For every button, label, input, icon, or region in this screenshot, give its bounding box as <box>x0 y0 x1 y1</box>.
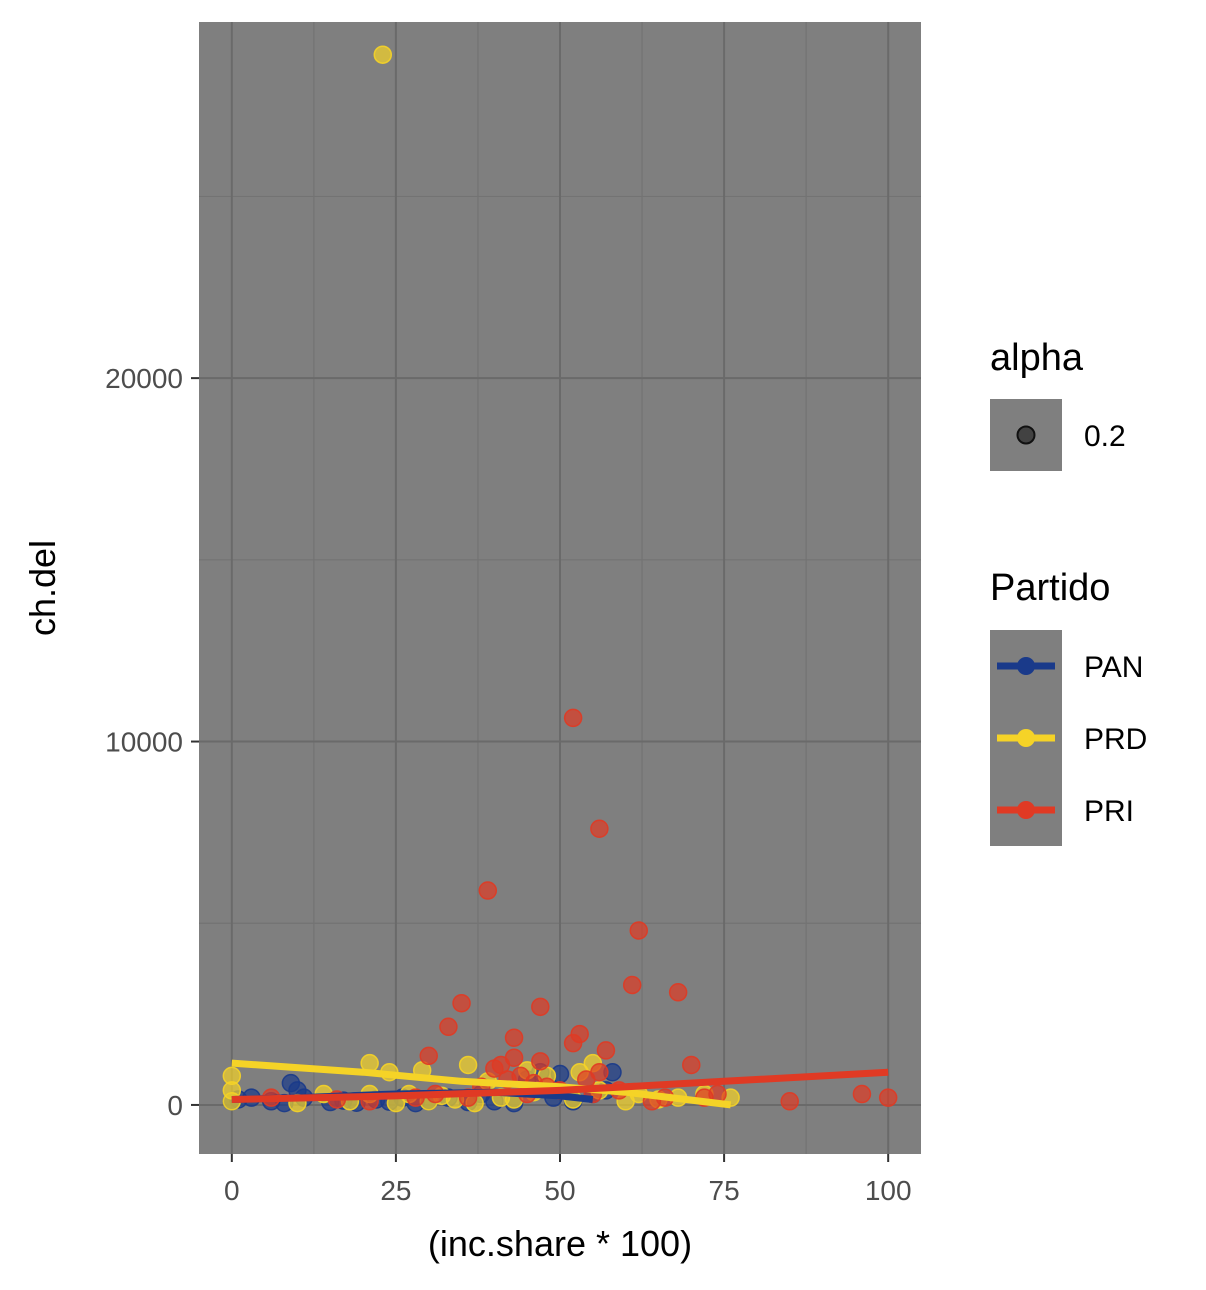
data-point-pri <box>668 983 688 1002</box>
data-point-pri <box>780 1092 799 1111</box>
y-tick-label: 0 <box>167 1090 183 1121</box>
data-point-prd <box>373 45 393 64</box>
legend-label-pan: PAN <box>1084 651 1143 684</box>
y-axis-title: ch.del <box>22 540 63 636</box>
data-point-pri <box>504 1028 524 1047</box>
trend-line-prd <box>231 1059 732 1109</box>
data-point-pri <box>563 708 583 728</box>
axes: 0 25 50 75 100 0 10000 20000 <box>105 363 911 1206</box>
x-tick-label: 100 <box>865 1175 912 1206</box>
data-point-pri <box>439 1017 458 1037</box>
y-tick-label: 10000 <box>105 727 183 758</box>
data-point-pri <box>596 1041 616 1060</box>
data-point-pri <box>852 1084 872 1104</box>
x-tick-label: 75 <box>709 1175 740 1206</box>
legend-label-pri: PRI <box>1084 795 1134 828</box>
data-point-pri <box>531 1052 550 1071</box>
data-point-pri <box>570 1024 589 1044</box>
legend-partido-title: Partido <box>990 567 1110 609</box>
data-point-prd <box>458 1055 478 1075</box>
legend-alpha-label: 0.2 <box>1084 420 1126 453</box>
legend-partido: Partido PAN PRD PRI <box>990 567 1147 846</box>
legend-partido-entries: PAN PRD PRI <box>997 651 1147 828</box>
data-point-pri <box>531 997 550 1017</box>
data-point-pri <box>590 1062 609 1082</box>
x-tick-label: 50 <box>544 1175 575 1206</box>
legend-point-prd <box>1017 729 1035 747</box>
y-tick-label: 20000 <box>105 363 183 394</box>
legend-label-prd: PRD <box>1084 723 1147 756</box>
data-point-pri <box>878 1088 898 1107</box>
data-point-pri <box>452 993 471 1013</box>
x-tick-label: 0 <box>224 1175 240 1206</box>
data-point-pri <box>419 1046 438 1066</box>
legend-alpha-title: alpha <box>990 337 1084 379</box>
data-point-pri <box>590 819 609 839</box>
data-point-pri <box>629 921 649 940</box>
data-point-pri <box>478 881 498 900</box>
legend-alpha-symbol <box>1016 425 1036 445</box>
data-point-pri <box>682 1055 701 1075</box>
trend-line-pri <box>231 1068 889 1103</box>
legend-point-pan <box>1017 657 1035 675</box>
data-point-pri <box>504 1048 524 1067</box>
x-tick-label: 25 <box>380 1175 411 1206</box>
x-axis-title: (inc.share * 100) <box>428 1223 692 1264</box>
data-point-pri <box>622 975 642 995</box>
major-gridlines <box>199 22 921 1154</box>
legend-alpha: alpha 0.2 <box>990 337 1126 471</box>
legend-point-pri <box>1017 801 1035 819</box>
trend-lines <box>231 1059 889 1109</box>
